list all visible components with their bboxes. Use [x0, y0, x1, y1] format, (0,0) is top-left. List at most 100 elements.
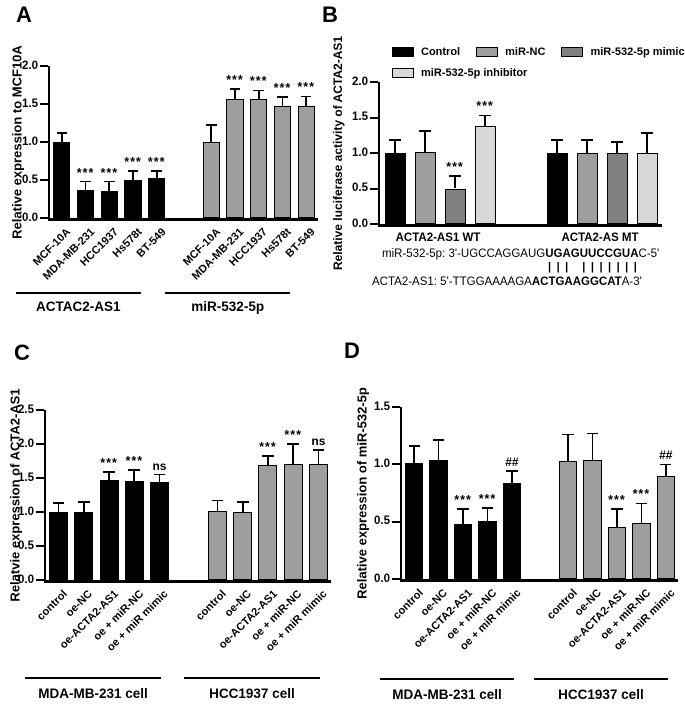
legend-row: Control miR-NC miR-532-5p mimic	[392, 46, 685, 58]
error-bar	[61, 132, 63, 142]
significance-label: ***	[259, 440, 277, 455]
error-bar-cap	[205, 124, 217, 127]
y-axis-label: Relatvie expression of ACTA2-AS1	[7, 388, 23, 602]
sequence-bold-segment: ACTGAAGGCAT	[531, 276, 622, 288]
y-tick-label: 1.5	[22, 97, 38, 110]
error-bar-cap	[312, 449, 325, 451]
error-bar	[586, 140, 588, 153]
bar	[558, 460, 578, 579]
bar	[384, 153, 406, 224]
error-bar-cap	[506, 470, 518, 473]
bar	[405, 463, 424, 579]
error-bar	[158, 474, 161, 483]
bar	[308, 463, 328, 580]
y-tick-label: 0.0	[374, 572, 390, 585]
significance-label: ***	[632, 487, 651, 502]
group-underline	[183, 677, 321, 679]
error-bar-cap	[80, 180, 91, 183]
bar	[297, 106, 315, 218]
error-bar-cap	[236, 501, 249, 503]
y-tick-label: 0.5	[374, 515, 390, 528]
group-underline	[24, 677, 162, 679]
significance-label: ***	[147, 154, 166, 169]
panel-a: A Relative expression to MCF10A 0.0 0.5 1.0…	[0, 0, 330, 340]
error-bar	[234, 88, 236, 99]
y-tick-label: 1.0	[18, 505, 34, 518]
bar	[208, 510, 227, 580]
bar	[636, 153, 658, 224]
error-bar-cap	[551, 139, 563, 142]
bar	[202, 142, 220, 218]
y-tick	[370, 81, 378, 83]
y-tick-label: 1.5	[374, 400, 390, 413]
y-tick-label: 0.5	[22, 173, 38, 186]
bar	[100, 190, 118, 218]
y-tick	[40, 103, 48, 105]
legend-item: miR-532-5p inhibitor	[392, 67, 527, 79]
y-tick-label: 0.0	[22, 211, 38, 224]
error-bar	[267, 456, 269, 466]
error-bar-cap	[103, 471, 115, 473]
group-underline	[15, 292, 141, 294]
bar	[49, 512, 69, 580]
error-bar-cap	[211, 499, 224, 502]
error-bar-cap	[611, 508, 623, 510]
y-tick-label: 2.0	[352, 75, 368, 88]
y-tick-label: 0.5	[18, 539, 34, 552]
y-tick	[370, 152, 378, 154]
error-bar-cap	[660, 463, 672, 466]
error-bar-cap	[635, 502, 648, 505]
significance-label: ***	[478, 491, 497, 506]
error-bar	[108, 181, 111, 191]
error-bar	[437, 440, 440, 460]
panel-letter: B	[322, 2, 338, 27]
error-bar	[241, 501, 244, 512]
sequence-bold-segment: UGAGUUCCGUA	[545, 248, 639, 260]
plot-area: 0.0 0.5 1.0 1.5 2.0 2.5 *** *** ns *** *** ns	[18, 404, 331, 586]
significance-label: ***	[249, 74, 268, 89]
error-bar-cap	[103, 180, 115, 183]
sequence-segment: miR-532-5p: 3'-UGCCAGGAUG	[382, 248, 546, 260]
error-bar-cap	[127, 170, 139, 172]
error-bar	[108, 471, 110, 481]
error-bar	[133, 469, 136, 481]
bar	[150, 482, 169, 580]
error-bar	[640, 503, 643, 523]
y-tick	[40, 65, 48, 67]
x-category-label: control	[194, 588, 230, 623]
error-bar-cap	[153, 473, 166, 476]
error-bar-cap	[229, 88, 241, 90]
significance-label: ns	[152, 458, 167, 473]
significance-label: ##	[659, 448, 673, 463]
bar	[74, 512, 94, 580]
error-bar-cap	[77, 501, 90, 503]
error-bar	[511, 471, 513, 483]
panel-b: B Relative luciferase activity of ACTA2-…	[320, 0, 685, 340]
panel-d: D Relative expression of miR-532-5p 0.0 0.…	[340, 340, 685, 708]
error-bar	[664, 464, 667, 476]
error-bar	[132, 170, 134, 180]
error-bar	[84, 181, 87, 190]
y-tick-label: 1.0	[374, 457, 390, 470]
sequence-segment: A-3'	[621, 276, 642, 288]
bar	[77, 189, 95, 218]
error-bar	[454, 175, 456, 189]
significance-label: ***	[226, 72, 244, 87]
legend-label: Control	[421, 46, 461, 58]
panel-letter: A	[16, 2, 32, 27]
error-bar-cap	[481, 507, 494, 509]
legend-swatch	[392, 68, 414, 78]
legend-label: miR-NC	[505, 46, 546, 58]
error-bar-cap	[479, 114, 491, 117]
significance-label: ***	[297, 80, 315, 95]
error-bar	[462, 509, 464, 524]
panel-letter: D	[344, 338, 360, 363]
y-tick	[40, 217, 48, 219]
significance-label: ***	[608, 493, 626, 508]
y-tick-label: 0.0	[18, 573, 34, 586]
bar	[53, 142, 71, 218]
bar	[148, 177, 166, 218]
legend-item: miR-NC	[476, 46, 545, 58]
error-bar	[646, 133, 648, 153]
